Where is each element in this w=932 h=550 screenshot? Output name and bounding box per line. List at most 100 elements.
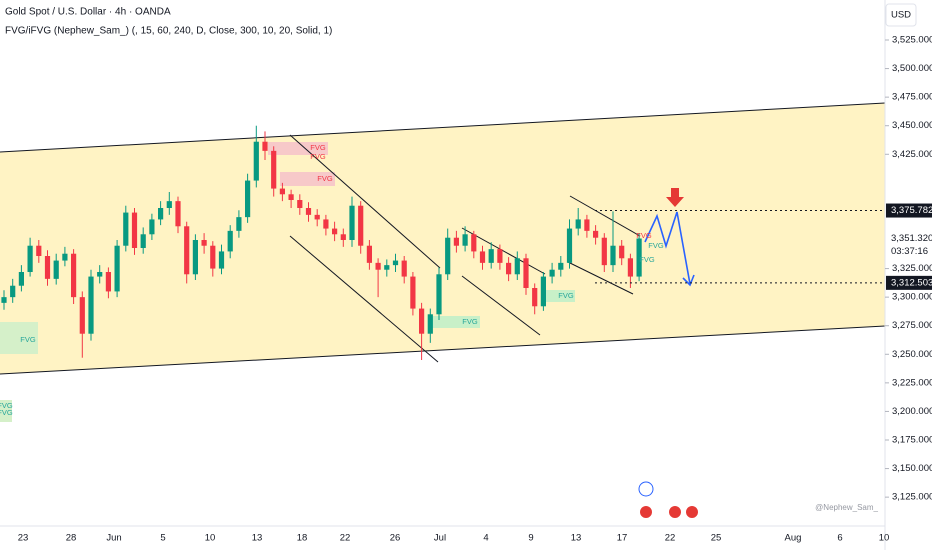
- price-label: 3,351.320: [891, 233, 932, 244]
- fvg-zone: [0, 322, 38, 354]
- candle-body: [349, 205, 355, 240]
- x-tick-label: Jun: [106, 533, 121, 544]
- x-tick-label: 25: [711, 533, 722, 544]
- indicator-label: FVG/iFVG (Nephew_Sam_) (, 15, 60, 240, D…: [5, 26, 332, 37]
- x-tick-label: 9: [528, 533, 533, 544]
- candle-body: [27, 245, 33, 272]
- watermark: @Nephew_Sam_: [815, 503, 878, 512]
- fvg-zone: [268, 142, 328, 155]
- channel-line: [289, 235, 439, 363]
- fvg-zones: [0, 142, 575, 422]
- candle-body: [114, 245, 120, 292]
- candle-body: [18, 272, 24, 286]
- x-tick-label: 18: [297, 533, 308, 544]
- candle-body: [549, 269, 555, 277]
- candle-body: [305, 208, 312, 215]
- candle-body: [1, 297, 7, 303]
- y-tick-label: 3,525.000: [892, 35, 932, 46]
- y-tick-label: 3,500.000: [892, 63, 932, 74]
- y-tick-label: 3,275.000: [892, 320, 932, 331]
- candle-body: [288, 194, 294, 200]
- candle-body: [401, 260, 407, 277]
- y-tick-label: 3,125.000: [892, 492, 932, 503]
- candle-body: [427, 314, 433, 334]
- fvg-label: FVG: [317, 174, 333, 183]
- fvg-label: FVG: [310, 143, 326, 152]
- candle-body: [488, 249, 494, 263]
- x-tick-label: 13: [252, 533, 263, 544]
- fvg-zone: [280, 172, 335, 186]
- candle-body: [71, 253, 77, 298]
- candle-body: [149, 219, 155, 235]
- candle-body: [79, 297, 85, 334]
- candle-body: [575, 219, 581, 229]
- fvg-label: FVG: [636, 231, 652, 240]
- candle-body: [601, 237, 607, 266]
- candle-body: [10, 285, 16, 298]
- event-icon[interactable]: [667, 504, 683, 520]
- candle-body: [540, 276, 546, 307]
- candle-body: [158, 208, 164, 220]
- candle-body: [236, 217, 242, 231]
- projection-path: [644, 211, 691, 285]
- channel-bottom: [0, 325, 886, 375]
- channel-line: [569, 195, 641, 237]
- candle-body: [192, 240, 198, 275]
- countdown: 03:37:16: [891, 246, 928, 257]
- y-tick-label: 3,250.000: [892, 349, 932, 360]
- fvg-label: FVG: [20, 335, 36, 344]
- x-tick-label: 10: [879, 533, 890, 544]
- candle-body: [366, 245, 372, 263]
- currency-box[interactable]: [885, 3, 917, 27]
- y-tick-label: 3,450.000: [892, 120, 932, 131]
- candle-body: [497, 249, 503, 263]
- candle-body: [166, 201, 172, 208]
- candle-body: [332, 228, 338, 235]
- candle-body: [410, 276, 416, 309]
- candle-body: [419, 308, 425, 334]
- chart-title: Gold Spot / U.S. Dollar · 4h · OANDA: [5, 7, 171, 18]
- candle-body: [384, 265, 390, 270]
- y-tick-label: 3,300.000: [892, 292, 932, 303]
- candle-body: [218, 251, 225, 269]
- event-icon[interactable]: [638, 481, 654, 497]
- candle-body: [375, 262, 381, 270]
- event-icon[interactable]: [638, 504, 654, 520]
- candle-body: [131, 212, 138, 248]
- down-arrow: [666, 188, 684, 207]
- candle-body: [627, 258, 633, 277]
- candle-body: [201, 240, 207, 246]
- candle-body: [340, 234, 346, 240]
- x-tick-label: Aug: [785, 533, 802, 544]
- candle-body: [97, 272, 103, 277]
- event-icon[interactable]: [684, 504, 700, 520]
- y-tick-label: 3,475.000: [892, 92, 932, 103]
- candle-body: [175, 201, 181, 227]
- candle-body: [314, 214, 320, 220]
- price-label-box: [886, 203, 932, 218]
- candle-body: [227, 230, 233, 252]
- price-axis: [885, 0, 932, 550]
- candle-body: [462, 234, 468, 246]
- candle-body: [44, 256, 51, 279]
- candle-body: [593, 230, 599, 238]
- candle-body: [506, 262, 512, 275]
- fvg-label: FVG: [558, 291, 574, 300]
- candle-body: [105, 272, 111, 292]
- x-tick-label: 17: [617, 533, 628, 544]
- price-label-box: [886, 275, 932, 290]
- candle-body: [62, 253, 68, 261]
- x-tick-label: 28: [66, 533, 77, 544]
- y-tick-label: 3,425.000: [892, 149, 932, 160]
- price-label: 3,312.503: [891, 277, 932, 288]
- candle-body: [523, 258, 529, 288]
- candle-body: [453, 237, 459, 246]
- candle-body: [584, 219, 590, 231]
- x-tick-label: 6: [837, 533, 842, 544]
- candle-body: [297, 200, 303, 208]
- candle-body: [262, 141, 268, 151]
- candle-body: [471, 234, 477, 252]
- candle-body: [36, 245, 42, 256]
- x-tick-label: 22: [665, 533, 676, 544]
